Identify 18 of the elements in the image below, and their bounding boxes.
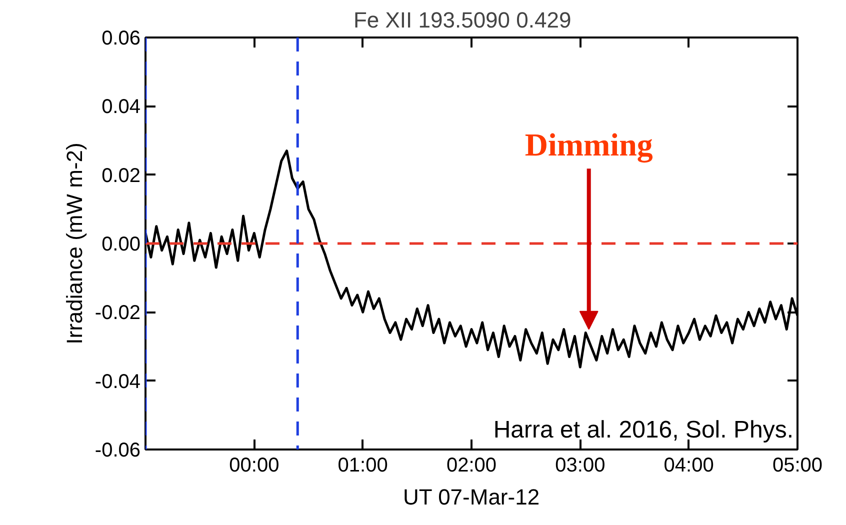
x-tick-label: 04:00 — [664, 454, 714, 476]
x-tick-label: 02:00 — [446, 454, 497, 476]
x-tick-label: 03:00 — [555, 454, 606, 476]
annotation: Harra et al. 2016, Sol. Phys. — [493, 416, 794, 444]
x-axis-title: UT 07-Mar-12 — [403, 484, 540, 510]
y-tick-label: 0.04 — [102, 96, 141, 118]
x-tick-label: 01:00 — [338, 454, 388, 476]
y-tick-label: 0.06 — [102, 28, 141, 50]
x-tick-label: 00:00 — [229, 454, 280, 476]
y-axis-title: Irradiance (mW m-2) — [62, 142, 87, 344]
y-tick-label: 0.00 — [102, 234, 141, 256]
x-tick-label: 05:00 — [772, 454, 823, 476]
annotation: Dimming — [524, 126, 653, 164]
y-tick-label: -0.02 — [94, 302, 141, 324]
y-tick-label: -0.06 — [94, 440, 141, 462]
chart-title: Fe XII 193.5090 0.429 — [353, 8, 572, 32]
y-tick-label: -0.04 — [94, 370, 141, 393]
y-tick-label: 0.02 — [102, 164, 141, 187]
